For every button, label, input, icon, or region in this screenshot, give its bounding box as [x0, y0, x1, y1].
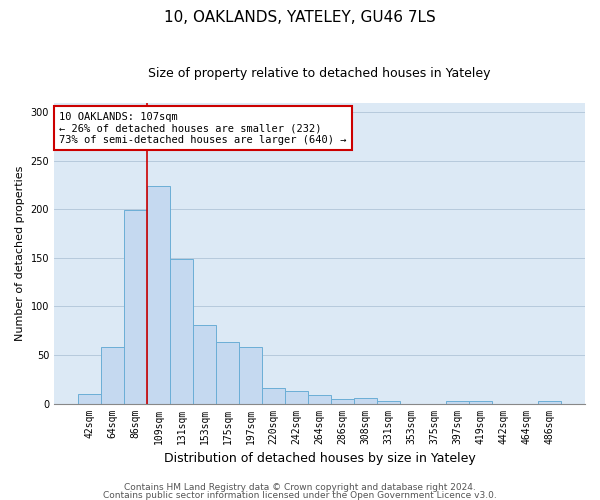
- Bar: [78, 394, 101, 404]
- Bar: [193, 325, 216, 404]
- Bar: [147, 186, 170, 404]
- Text: Contains HM Land Registry data © Crown copyright and database right 2024.: Contains HM Land Registry data © Crown c…: [124, 484, 476, 492]
- Bar: [285, 391, 308, 404]
- X-axis label: Distribution of detached houses by size in Yateley: Distribution of detached houses by size …: [164, 452, 475, 465]
- Text: 10 OAKLANDS: 107sqm
← 26% of detached houses are smaller (232)
73% of semi-detac: 10 OAKLANDS: 107sqm ← 26% of detached ho…: [59, 112, 347, 144]
- Text: 10, OAKLANDS, YATELEY, GU46 7LS: 10, OAKLANDS, YATELEY, GU46 7LS: [164, 10, 436, 25]
- Bar: [239, 347, 262, 404]
- Bar: [216, 342, 239, 404]
- Title: Size of property relative to detached houses in Yateley: Size of property relative to detached ho…: [148, 68, 491, 80]
- Text: Contains public sector information licensed under the Open Government Licence v3: Contains public sector information licen…: [103, 490, 497, 500]
- Bar: [469, 400, 492, 404]
- Bar: [124, 210, 147, 404]
- Bar: [308, 395, 331, 404]
- Bar: [446, 400, 469, 404]
- Bar: [170, 259, 193, 404]
- Y-axis label: Number of detached properties: Number of detached properties: [15, 166, 25, 340]
- Bar: [101, 347, 124, 404]
- Bar: [331, 398, 354, 404]
- Bar: [262, 388, 285, 404]
- Bar: [538, 400, 561, 404]
- Bar: [354, 398, 377, 404]
- Bar: [377, 400, 400, 404]
